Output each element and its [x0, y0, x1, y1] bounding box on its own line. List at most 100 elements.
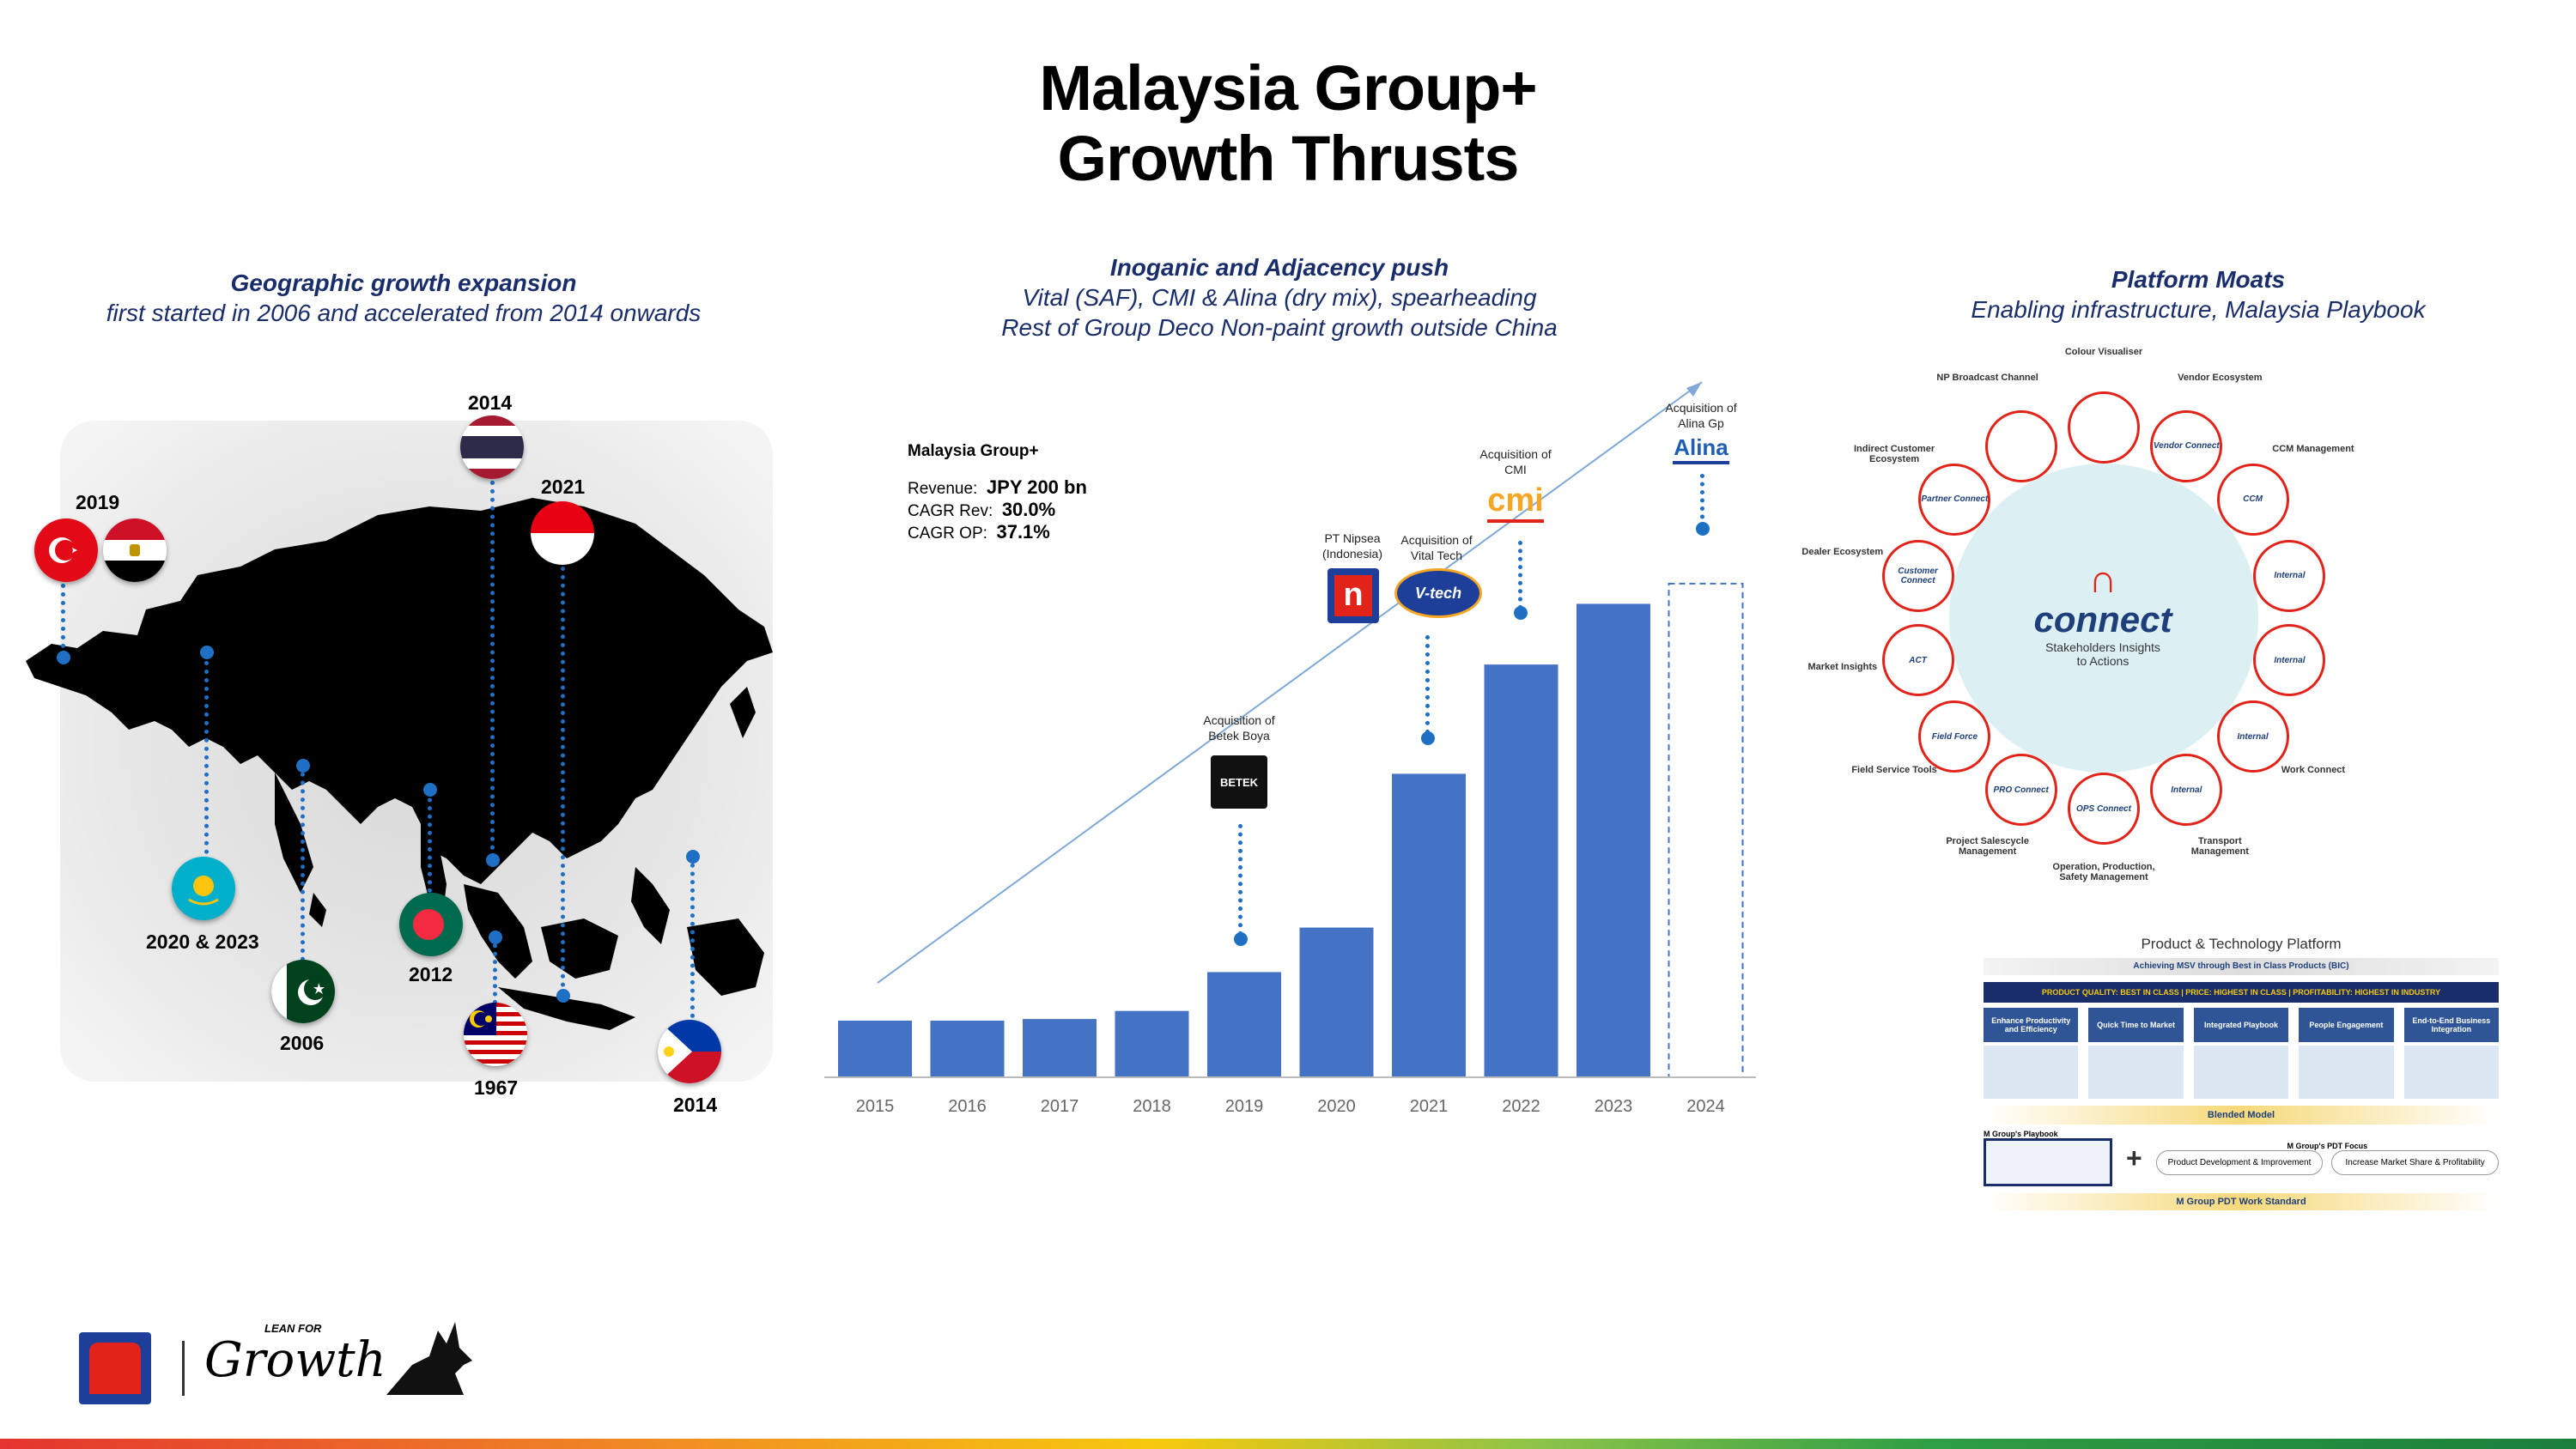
acq-vital-line1: Acquisition of [1400, 533, 1473, 547]
cmi-logo: cmi [1479, 482, 1552, 527]
bar-2020 [1299, 927, 1374, 1077]
acq-alina-line1: Acquisition of [1665, 401, 1737, 415]
connect-node-11: Customer Connect [1881, 539, 1954, 612]
pdt-column-body-3 [2299, 1046, 2394, 1099]
pdt-playbook-image [1984, 1138, 2112, 1186]
pdt-quality-bar: PRODUCT QUALITY: BEST IN CLASS | PRICE: … [1984, 982, 2499, 1003]
pdt-column-0: Enhance Productivity and Efficiency [1984, 1008, 2079, 1099]
leader-line-thailand [490, 481, 495, 858]
acq-nipsea-label: PT Nipsea (Indonesia) [1305, 530, 1400, 561]
pdt-column-1: Quick Time to Market [2088, 1008, 2184, 1099]
bar-2019 [1207, 972, 1281, 1077]
pin-pakistan [296, 759, 310, 773]
pin-malaysia [489, 931, 502, 944]
connect-node-label-12: Indirect Customer Ecosystem [1853, 443, 1935, 464]
pdt-column-2: Integrated Playbook [2193, 1008, 2289, 1099]
turkey-flag-icon [34, 518, 98, 582]
year-label-turkey-egypt: 2019 [76, 491, 120, 513]
connect-node-label-13: NP Broadcast Channel [1936, 372, 2038, 383]
title-line-2: Growth Thrusts [1057, 123, 1520, 194]
trend-arrow [877, 381, 1703, 984]
bar-2023 [1577, 603, 1650, 1077]
info-cagr-op-value: 37.1% [996, 521, 1050, 543]
tick-label-2019: 2019 [1225, 1097, 1264, 1116]
thailand-flag-icon [460, 415, 524, 479]
tick-label-2021: 2021 [1410, 1097, 1449, 1116]
pdt-focus-item-1: Product Development & Improvement [2155, 1149, 2324, 1175]
pdt-work-standard: M Group PDT Work Standard [1984, 1193, 2499, 1210]
lean-for-growth-logo: LEAN FOR Growth [204, 1322, 386, 1386]
pdt-playbook-label: M Group's Playbook [1984, 1130, 2058, 1138]
leader-line-indonesia [561, 567, 565, 996]
bar-2022 [1484, 664, 1558, 1077]
pdt-columns: Enhance Productivity and Efficiency Quick… [1984, 1008, 2500, 1099]
title-line-1: Malaysia Group+ [1039, 52, 1537, 124]
nipsea-logo: n [1327, 568, 1379, 623]
leader-line-pakistan [301, 764, 305, 961]
info-cagr-rev-label: CAGR Rev: [908, 502, 993, 520]
vital-logo-text: V-tech [1414, 585, 1462, 602]
pin-kazakhstan [200, 646, 214, 659]
indonesia-flag-icon [531, 501, 594, 565]
kazakhstan-flag-icon [172, 857, 235, 920]
connect-node-2: CCM [2216, 463, 2289, 536]
connect-node-4: Internal [2253, 624, 2326, 697]
info-revenue-value: JPY 200 bn [986, 476, 1087, 498]
tick-label-2023: 2023 [1595, 1097, 1633, 1116]
pdt-playbook: M Group's Playbook [1984, 1130, 2112, 1186]
inorganic-heading: Inoganic and Adjacency push [1109, 254, 1449, 281]
connect-node-7: OPS Connect [2068, 773, 2140, 845]
pdt-column-body-2 [2193, 1046, 2289, 1099]
footer-color-bar [0, 1439, 2576, 1449]
pdt-subtitle: Achieving MSV through Best in Class Prod… [1984, 958, 2499, 975]
connect-node-label-10: Market Insights [1807, 661, 1878, 672]
connect-node-label-7: Operation, Production, Safety Management [2052, 862, 2155, 882]
trend-arrow-head [1686, 382, 1702, 397]
pdt-column-header-2: Integrated Playbook [2193, 1008, 2289, 1042]
leader-line-bangladesh [428, 790, 432, 893]
connect-node-label-1: Vendor Ecosystem [2178, 372, 2263, 383]
leader-cmi [1518, 541, 1522, 609]
wolf-icon [386, 1322, 472, 1395]
connect-node-8: PRO Connect [1984, 754, 2057, 826]
inorganic-heading-block: Inoganic and Adjacency push Vital (SAF),… [936, 252, 1623, 343]
nippon-logo-icon [79, 1332, 151, 1404]
connect-node-5: Internal [2216, 700, 2289, 773]
pdt-bottom-row: M Group's Playbook + M Group's PDT Focus… [1984, 1130, 2499, 1186]
nipsea-logo-text: n [1334, 575, 1372, 616]
year-label-kazakhstan: 2020 & 2023 [146, 931, 259, 953]
bar-2017 [1023, 1019, 1097, 1077]
platform-heading: Platform Moats [2111, 266, 2286, 293]
year-label-thailand: 2014 [468, 391, 513, 414]
acq-alina-line2: Alina Gp [1678, 416, 1724, 430]
footer-brand-small: LEAN FOR [264, 1322, 322, 1335]
pdt-column-header-4: End-to-End Business Integration [2403, 1008, 2500, 1042]
geo-heading-block: Geographic growth expansion first starte… [52, 268, 756, 328]
platform-heading-block: Platform Moats Enabling infrastructure, … [1923, 264, 2473, 324]
leader-betek [1238, 824, 1242, 936]
connect-hub-background [1949, 464, 2258, 773]
connect-node-10: ACT [1881, 624, 1954, 697]
pin-turkey [57, 651, 70, 664]
connect-sub-2: to Actions [2076, 654, 2129, 668]
tick-label-2018: 2018 [1133, 1097, 1171, 1116]
bar-2015 [838, 1021, 912, 1077]
leader-line-philippines [690, 855, 695, 1018]
pin-alina [1696, 522, 1710, 536]
connect-node-3: Internal [2253, 539, 2326, 612]
pin-thailand [486, 853, 500, 867]
leader-vital [1425, 635, 1430, 734]
leader-alina [1700, 474, 1704, 527]
leader-line-turkey [61, 584, 65, 657]
connect-node-label-5: Work Connect [2281, 765, 2346, 776]
acq-nipsea-line1: PT Nipsea [1324, 531, 1381, 545]
pakistan-flag-icon [271, 960, 335, 1023]
acq-alina-label: Acquisition of Alina Gp [1654, 400, 1748, 431]
egypt-flag-icon [103, 518, 167, 582]
info-group-name: Malaysia Group+ [908, 442, 1039, 460]
acq-vital-line2: Vital Tech [1410, 549, 1463, 562]
geo-heading: Geographic growth expansion [230, 270, 577, 296]
pdt-focus: M Group's PDT Focus Product Development … [2155, 1142, 2499, 1175]
tick-label-2020: 2020 [1317, 1097, 1356, 1116]
pin-vital [1421, 731, 1435, 745]
